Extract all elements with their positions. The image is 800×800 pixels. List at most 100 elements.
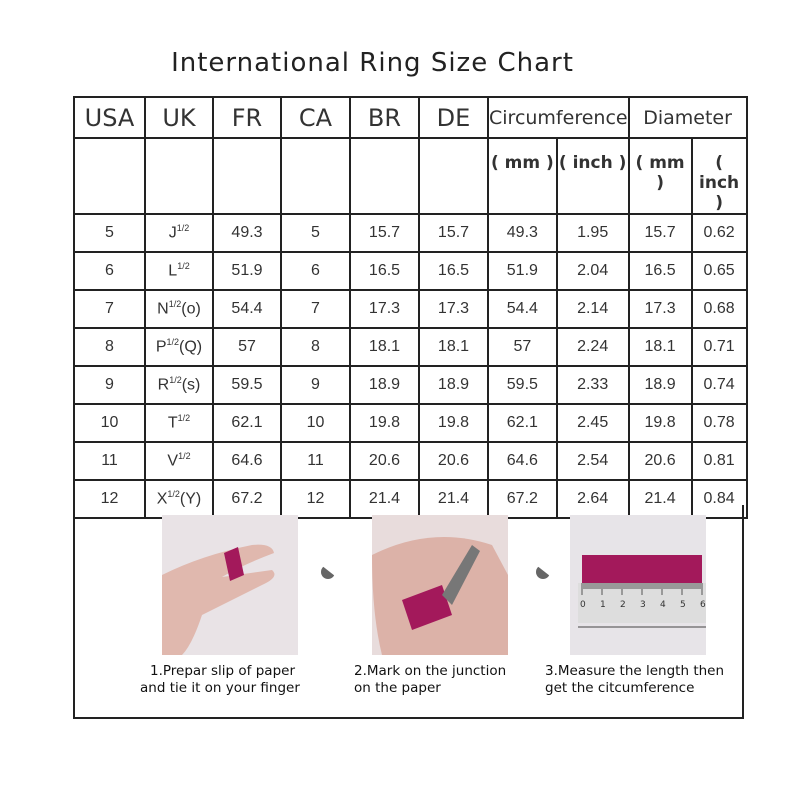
cell-circ-inch: 2.04 bbox=[555, 251, 630, 291]
arrow-icon bbox=[536, 565, 550, 587]
cell-circ-inch: 2.14 bbox=[555, 289, 630, 329]
header-br: BR bbox=[349, 96, 420, 139]
ruler-label: 6 bbox=[700, 600, 706, 610]
cell-circ-inch: 2.33 bbox=[555, 365, 630, 405]
ruler-label: 2 bbox=[620, 600, 626, 610]
table-row: 11 V1/2 64.6 11 20.6 20.6 64.6 2.54 20.6 0.81 bbox=[73, 441, 748, 481]
cell-br: 15.7 bbox=[349, 213, 420, 253]
cell-diam-inch: 0.68 bbox=[690, 289, 748, 329]
cell-br: 17.3 bbox=[349, 289, 420, 329]
cell-uk: R1/2(s) bbox=[144, 365, 214, 405]
cell-uk: L1/2 bbox=[144, 251, 214, 291]
cell-uk: X1/2(Y) bbox=[144, 479, 214, 519]
cell-diam-inch: 0.65 bbox=[690, 251, 748, 291]
cell-usa: 12 bbox=[73, 479, 146, 519]
cell-diam-inch: 0.81 bbox=[690, 441, 748, 481]
cell-de: 15.7 bbox=[418, 213, 489, 253]
cell-usa: 7 bbox=[73, 289, 146, 329]
cell-ca: 10 bbox=[280, 403, 351, 443]
header-fr: FR bbox=[212, 96, 282, 139]
ruler-label: 4 bbox=[660, 600, 666, 610]
ring-size-table: USA UK FR CA BR DE Circumference Diamete… bbox=[73, 96, 748, 519]
cell-fr: 57 bbox=[212, 327, 282, 367]
arrow-icon bbox=[321, 565, 335, 587]
cell-de: 17.3 bbox=[418, 289, 489, 329]
header-row: USA UK FR CA BR DE Circumference Diamete… bbox=[73, 96, 748, 139]
header-uk: UK bbox=[144, 96, 214, 139]
cell-ca: 9 bbox=[280, 365, 351, 405]
cell-ca: 8 bbox=[280, 327, 351, 367]
cell-fr: 54.4 bbox=[212, 289, 282, 329]
cell-uk: N1/2(o) bbox=[144, 289, 214, 329]
cell-diam-mm: 20.6 bbox=[627, 441, 693, 481]
cell-circ-mm: 57 bbox=[487, 327, 558, 367]
cell-diam-mm: 17.3 bbox=[627, 289, 693, 329]
cell-ca: 6 bbox=[280, 251, 351, 291]
cell-ca: 5 bbox=[280, 213, 351, 253]
cell-circ-inch: 2.45 bbox=[555, 403, 630, 443]
cell-de: 18.1 bbox=[418, 327, 489, 367]
cell-de: 20.6 bbox=[418, 441, 489, 481]
cell-diam-inch: 0.74 bbox=[690, 365, 748, 405]
cell-circ-mm: 51.9 bbox=[487, 251, 558, 291]
cell-circ-mm: 49.3 bbox=[487, 213, 558, 253]
cell-usa: 8 bbox=[73, 327, 146, 367]
cell-diam-inch: 0.78 bbox=[690, 403, 748, 443]
cell-fr: 49.3 bbox=[212, 213, 282, 253]
cell-uk: V1/2 bbox=[144, 441, 214, 481]
cell-br: 18.9 bbox=[349, 365, 420, 405]
ruler-label: 1 bbox=[600, 600, 606, 610]
step2-mark-photo bbox=[372, 515, 508, 655]
cell-de: 21.4 bbox=[418, 479, 489, 519]
cell-circ-inch: 2.64 bbox=[555, 479, 630, 519]
page-title: International Ring Size Chart bbox=[171, 48, 574, 78]
cell-circ-mm: 54.4 bbox=[487, 289, 558, 329]
table-row: 10 T1/2 62.1 10 19.8 19.8 62.1 2.45 19.8 0.78 bbox=[73, 403, 748, 443]
cell-de: 16.5 bbox=[418, 251, 489, 291]
sub-circ-inch: ( inch ) bbox=[555, 137, 630, 215]
cell-diam-inch: 0.84 bbox=[690, 479, 748, 519]
cell-diam-inch: 0.71 bbox=[690, 327, 748, 367]
header-de: DE bbox=[418, 96, 489, 139]
sub-circ-mm: ( mm ) bbox=[487, 137, 558, 215]
cell-circ-mm: 64.6 bbox=[487, 441, 558, 481]
step2-caption: 2.Mark on the junction on the paper bbox=[354, 663, 507, 696]
step1-caption: 1.Prepar slip of paper and tie it on your… bbox=[140, 663, 300, 696]
cell-ca: 7 bbox=[280, 289, 351, 329]
cell-ca: 12 bbox=[280, 479, 351, 519]
sub-diam-inch: ( inch ) bbox=[690, 137, 748, 215]
cell-diam-mm: 18.9 bbox=[627, 365, 693, 405]
table-row: 6 L1/2 51.9 6 16.5 16.5 51.9 2.04 16.5 0.65 bbox=[73, 251, 748, 291]
step3-caption: 3.Measure the length then get the citcumf… bbox=[545, 663, 725, 696]
cell-usa: 6 bbox=[73, 251, 146, 291]
cell-circ-mm: 62.1 bbox=[487, 403, 558, 443]
cell-br: 21.4 bbox=[349, 479, 420, 519]
cell-diam-mm: 15.7 bbox=[627, 213, 693, 253]
cell-fr: 64.6 bbox=[212, 441, 282, 481]
cell-de: 18.9 bbox=[418, 365, 489, 405]
cell-ca: 11 bbox=[280, 441, 351, 481]
ruler-label: 3 bbox=[640, 600, 646, 610]
cell-usa: 5 bbox=[73, 213, 146, 253]
cell-br: 16.5 bbox=[349, 251, 420, 291]
step1-hand-photo bbox=[162, 515, 298, 655]
cell-br: 20.6 bbox=[349, 441, 420, 481]
cell-uk: J1/2 bbox=[144, 213, 214, 253]
cell-fr: 59.5 bbox=[212, 365, 282, 405]
step3-ruler-photo: 0 1 2 3 4 5 6 bbox=[570, 515, 706, 655]
cell-fr: 62.1 bbox=[212, 403, 282, 443]
cell-de: 19.8 bbox=[418, 403, 489, 443]
subheader-row: ( mm ) ( inch ) ( mm ) ( inch ) bbox=[73, 137, 748, 215]
ruler-label: 5 bbox=[680, 600, 686, 610]
cell-uk: T1/2 bbox=[144, 403, 214, 443]
measuring-steps: 0 1 2 3 4 5 6 1.Prepar slip of paper and tie it… bbox=[73, 505, 744, 719]
cell-circ-mm: 59.5 bbox=[487, 365, 558, 405]
cell-usa: 10 bbox=[73, 403, 146, 443]
cell-diam-mm: 16.5 bbox=[627, 251, 693, 291]
cell-diam-mm: 18.1 bbox=[627, 327, 693, 367]
header-circumference: Circumference bbox=[487, 96, 630, 139]
cell-usa: 11 bbox=[73, 441, 146, 481]
ruler-label: 0 bbox=[580, 600, 586, 610]
cell-circ-mm: 67.2 bbox=[487, 479, 558, 519]
header-diameter: Diameter bbox=[627, 96, 748, 139]
